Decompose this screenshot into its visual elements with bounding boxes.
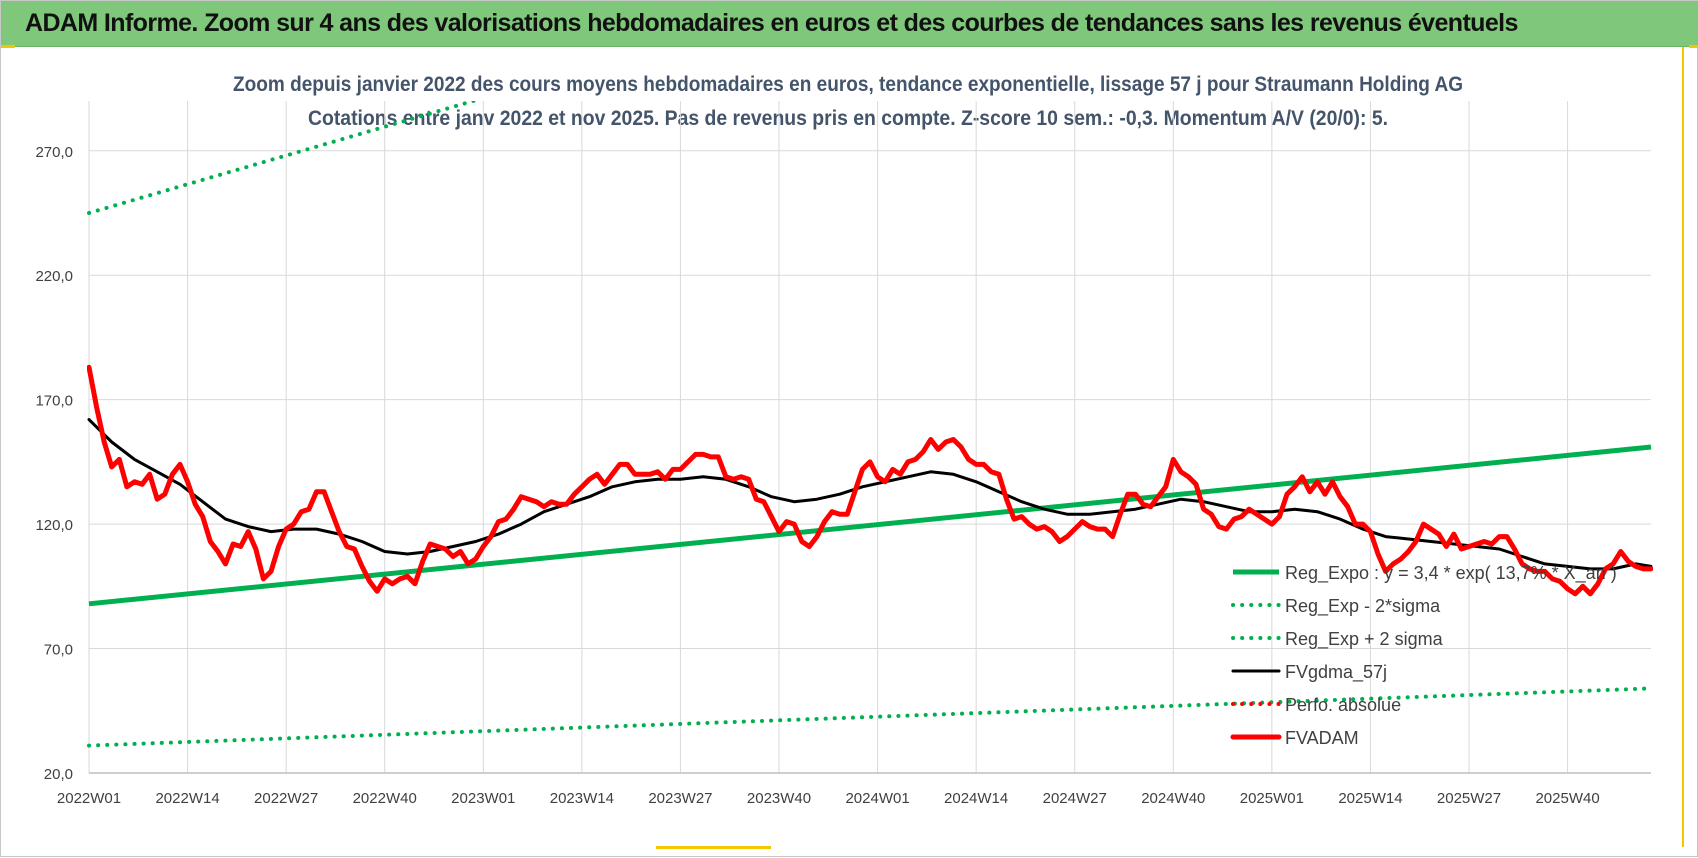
x-tick-label: 2022W01 <box>57 790 121 807</box>
x-tick-label: 2024W14 <box>944 790 1008 807</box>
x-tick-label: 2023W14 <box>550 790 614 807</box>
x-tick-label: 2023W40 <box>747 790 811 807</box>
series-line-5 <box>87 364 1653 597</box>
legend-label: Perfo. absolue <box>1285 695 1401 715</box>
gridlines <box>88 101 1651 774</box>
legend-label: FVADAM <box>1285 728 1359 748</box>
x-tick-label: 2022W14 <box>155 790 219 807</box>
x-tick-label: 2024W27 <box>1043 790 1107 807</box>
report-banner: ADAM Informe. Zoom sur 4 ans des valoris… <box>1 1 1698 47</box>
x-tick-label: 2022W27 <box>254 790 318 807</box>
y-tick-label: 170,0 <box>35 393 73 410</box>
y-tick-label: 20,0 <box>44 766 73 783</box>
x-tick-label: 2024W01 <box>845 790 909 807</box>
axes: 20,0 70,0 120,0 170,0 220,0 270,0 2022W01 2022W… <box>35 144 1651 807</box>
chart-title: Zoom depuis janvier 2022 des cours moyen… <box>233 73 1463 96</box>
series-line-3 <box>87 418 1653 571</box>
chart-subtitle: Cotations entre janv 2022 et nov 2025. P… <box>308 107 1388 130</box>
x-tick-label: 2024W40 <box>1141 790 1205 807</box>
series-line-1 <box>87 686 1653 748</box>
x-tick-label: 2025W40 <box>1535 790 1599 807</box>
series-line-0 <box>88 444 1652 607</box>
x-tick-label: 2025W01 <box>1240 790 1304 807</box>
corner-mark-right <box>1689 45 1698 48</box>
legend-label: Reg_Expo : y = 3,4 * exp( 13,7% * X_an ) <box>1285 563 1617 584</box>
y-tick-label: 270,0 <box>35 144 73 161</box>
x-tick-label: 2025W14 <box>1338 790 1402 807</box>
legend-label: Reg_Exp + 2 sigma <box>1285 629 1444 650</box>
x-tick-label: 2023W01 <box>451 790 515 807</box>
legend-label: Reg_Exp - 2*sigma <box>1285 596 1441 617</box>
bottom-mark <box>656 846 771 849</box>
x-tick-label: 2022W40 <box>353 790 417 807</box>
y-tick-label: 220,0 <box>35 268 73 285</box>
x-tick-label: 2023W27 <box>648 790 712 807</box>
y-tick-label: 70,0 <box>44 642 73 659</box>
right-edge-mark <box>1682 47 1684 847</box>
banner-title: ADAM Informe. Zoom sur 4 ans des valoris… <box>25 9 1518 37</box>
legend-label: FVgdma_57j <box>1285 662 1387 683</box>
series-lines <box>87 101 1653 748</box>
y-tick-label: 120,0 <box>35 517 73 534</box>
corner-mark-left <box>1 45 15 48</box>
x-tick-label: 2025W27 <box>1437 790 1501 807</box>
series-line-2 <box>87 101 481 215</box>
legend: Reg_Expo : y = 3,4 * exp( 13,7% * X_an )… <box>1230 563 1617 748</box>
